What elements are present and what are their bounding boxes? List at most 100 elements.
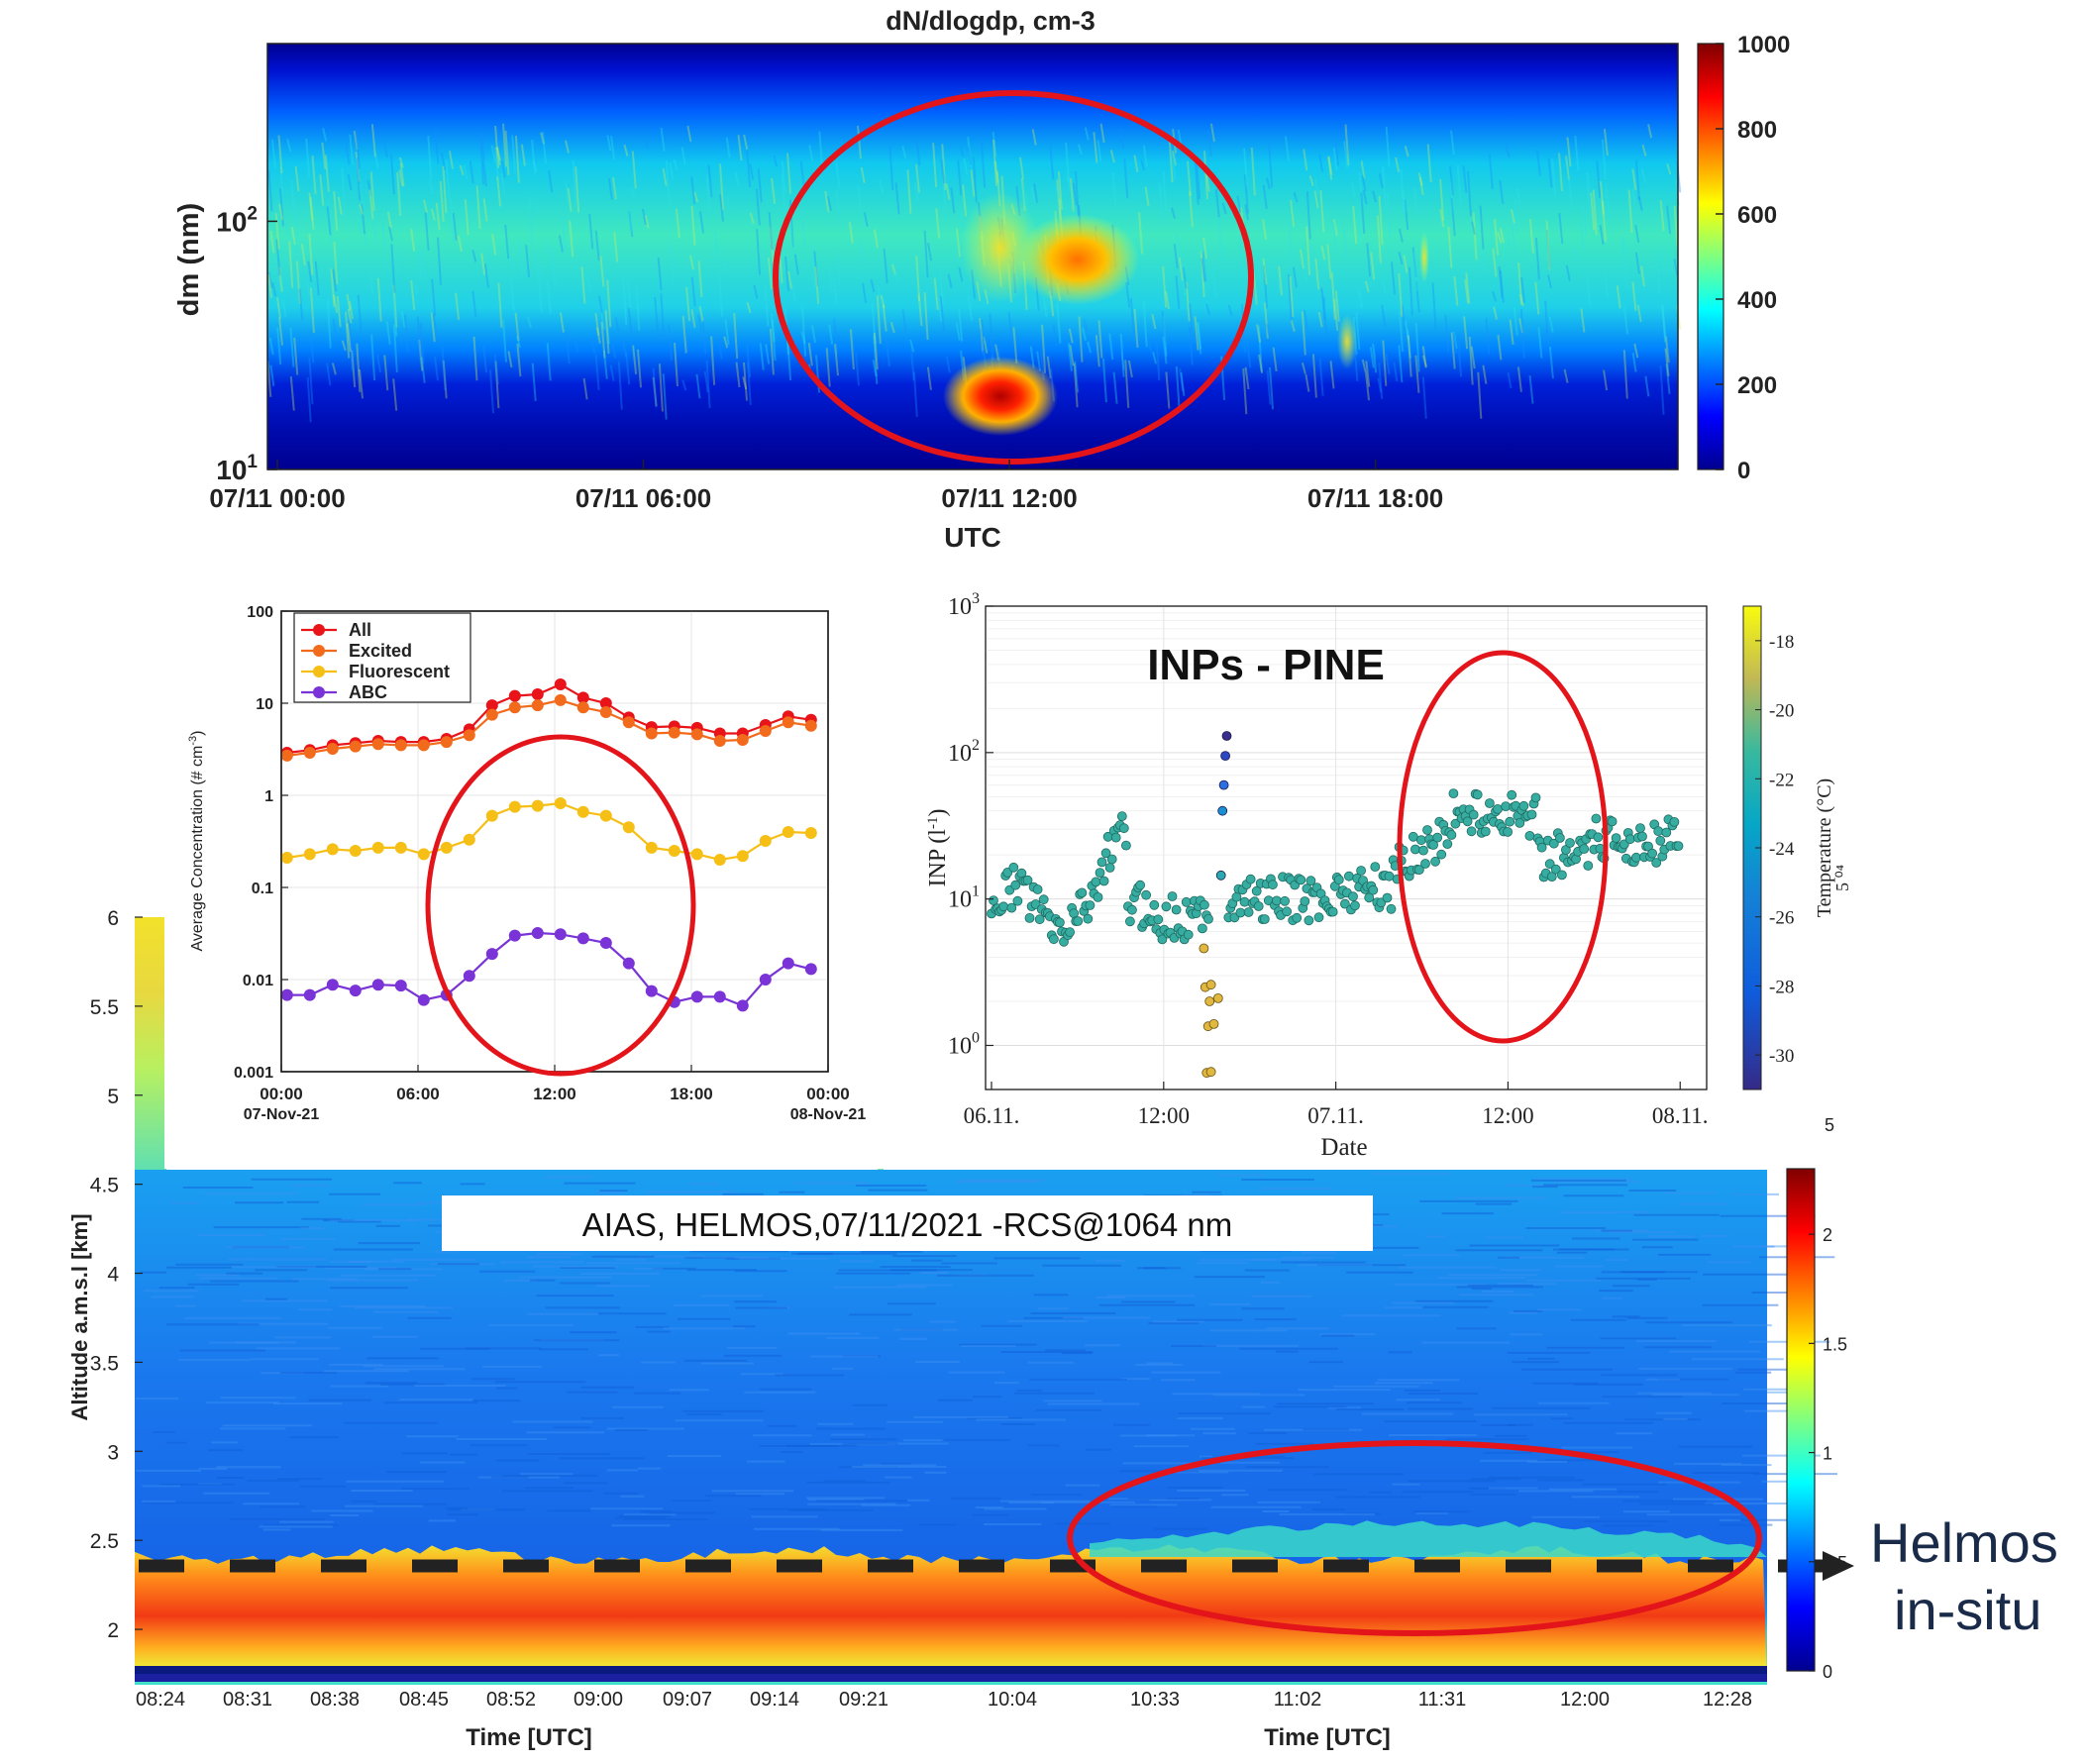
smps-texture-streak xyxy=(668,324,673,361)
smps-texture-streak xyxy=(1485,317,1491,355)
smps-texture-streak xyxy=(765,344,771,364)
smps-texture-streak xyxy=(1074,170,1080,217)
smps-texture-streak xyxy=(635,285,641,332)
smps-texture-streak xyxy=(1162,315,1168,357)
fluor-series-point xyxy=(485,948,498,961)
smps-texture-streak xyxy=(1634,252,1640,274)
smps-texture-streak xyxy=(383,140,388,158)
lidar-ground-base xyxy=(135,1674,1767,1682)
inp-point-warm xyxy=(1212,993,1223,1003)
smps-texture-streak xyxy=(1464,279,1470,304)
smps-texture-streak xyxy=(1465,272,1471,304)
inp-point xyxy=(1100,848,1111,859)
inp-point xyxy=(1181,896,1192,907)
smps-texture-streak xyxy=(808,145,814,161)
smps-texture-streak xyxy=(1301,362,1306,374)
fluor-series-point xyxy=(668,845,680,857)
smps-texture-streak xyxy=(439,180,445,222)
inp-point-warm xyxy=(1199,943,1209,954)
smps-texture-streak xyxy=(1395,156,1401,172)
smps-texture-streak xyxy=(399,162,405,187)
smps-texture-streak xyxy=(1305,373,1310,392)
smps-texture-streak xyxy=(1364,280,1370,293)
smps-texture-streak xyxy=(271,281,277,297)
smps-texture-streak xyxy=(872,360,878,377)
smps-texture-streak xyxy=(1303,149,1308,171)
smps-spot-night xyxy=(1419,232,1429,283)
inp-point xyxy=(1485,798,1495,808)
smps-texture-streak xyxy=(835,252,841,287)
smps-texture-streak xyxy=(442,360,448,399)
smps-texture-streak xyxy=(1547,274,1552,289)
smps-texture-streak xyxy=(695,373,701,399)
smps-texture-streak xyxy=(885,338,890,367)
smps-texture-streak xyxy=(1352,205,1358,245)
smps-texture-streak xyxy=(909,339,915,353)
smps-texture-streak xyxy=(376,354,381,372)
inp-y-label: INP (l-1) xyxy=(925,809,951,887)
inp-point xyxy=(1410,844,1420,855)
smps-texture-streak xyxy=(1382,279,1387,295)
smps-texture-streak xyxy=(1544,328,1550,343)
smps-texture-streak xyxy=(480,253,486,275)
smps-colorbar-ticks: 0 200 400 600 800 1000 xyxy=(1716,32,1790,484)
smps-texture-streak xyxy=(355,130,361,169)
smps-texture-streak xyxy=(1603,273,1609,298)
smps-texture-streak xyxy=(1320,245,1326,260)
smps-texture-streak xyxy=(494,361,500,409)
smps-texture-streak xyxy=(393,256,399,276)
fluor-series-point xyxy=(599,937,612,949)
fluor-series-point xyxy=(349,845,362,857)
smps-texture-streak xyxy=(1479,205,1485,250)
smps-texture-streak xyxy=(734,171,740,187)
smps-texture-streak xyxy=(992,131,997,157)
smps-texture-streak xyxy=(870,278,876,293)
smps-texture-streak xyxy=(1572,247,1578,262)
smps-texture-streak xyxy=(1211,267,1217,298)
inp-highlight-ellipse xyxy=(1397,650,1609,1044)
smps-texture-streak xyxy=(967,146,973,165)
smps-texture-streak xyxy=(483,263,489,288)
smps-texture-streak xyxy=(979,328,985,356)
inp-point xyxy=(1327,906,1338,917)
smps-texture-streak xyxy=(518,240,524,279)
smps-texture-streak xyxy=(392,324,398,373)
smps-texture-streak xyxy=(1470,346,1476,369)
smps-texture-streak xyxy=(1462,164,1468,193)
smps-texture-streak xyxy=(471,250,477,262)
inp-point xyxy=(1012,895,1023,906)
smps-texture-streak xyxy=(330,268,336,307)
smps-texture-streak xyxy=(879,179,885,194)
smps-texture-streak xyxy=(1551,158,1557,197)
smps-texture-streak xyxy=(308,192,314,221)
smps-x-axis: 07/11 00:00 07/11 06:00 07/11 12:00 07/11 1… xyxy=(209,460,1443,513)
fluor-x-tick-label: 18:00 xyxy=(670,1085,712,1103)
smps-texture-streak xyxy=(599,256,605,287)
smps-colorbar-tick-label: 600 xyxy=(1737,202,1777,229)
inp-point xyxy=(1121,840,1131,851)
inp-y-tick-label: 100 xyxy=(948,1029,980,1059)
fluor-series-point xyxy=(576,932,589,945)
smps-texture-streak xyxy=(1180,371,1186,396)
smps-texture-streak xyxy=(1499,228,1505,244)
lidar-x-tick-label: 11:02 xyxy=(1274,1689,1322,1711)
smps-texture-streak xyxy=(757,168,763,203)
smps-texture-streak xyxy=(1528,219,1534,254)
inp-point xyxy=(1098,876,1109,886)
smps-texture-streak xyxy=(1041,324,1047,373)
smps-texture-streak xyxy=(1155,334,1161,380)
smps-colorbar-tick-label: 1000 xyxy=(1737,32,1790,58)
smps-texture-streak xyxy=(496,176,502,207)
inp-point xyxy=(1259,914,1270,924)
smps-texture-streak xyxy=(580,266,586,304)
smps-texture-streak xyxy=(1204,171,1210,192)
smps-texture-streak xyxy=(471,290,477,317)
smps-texture-streak xyxy=(1580,308,1586,333)
smps-texture-streak xyxy=(1407,329,1411,359)
inp-point xyxy=(1503,827,1513,837)
inp-colorbar-tick-label: -30 xyxy=(1769,1046,1794,1067)
inp-colorbar-tick-label: -22 xyxy=(1769,770,1794,790)
inp-point xyxy=(1432,832,1443,843)
